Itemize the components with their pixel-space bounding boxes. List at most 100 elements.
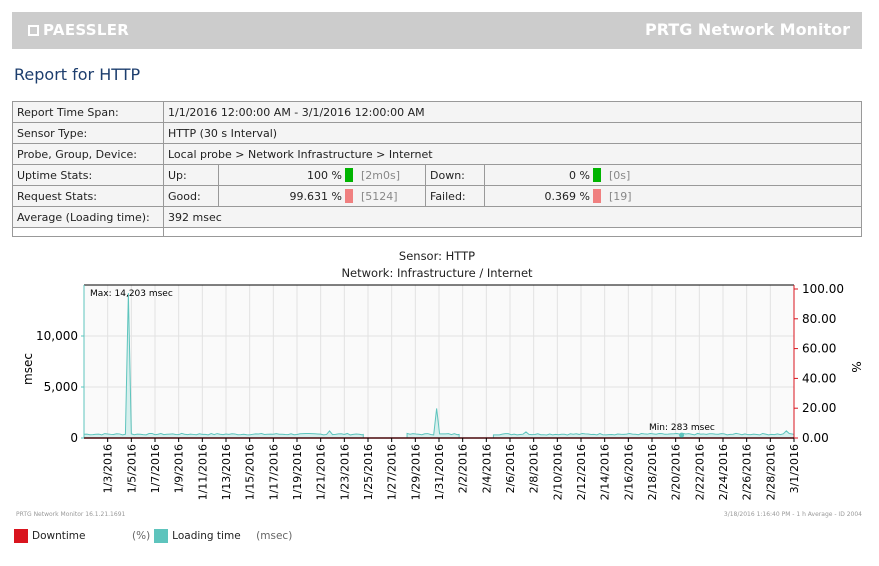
y2-axis-label: % xyxy=(849,361,863,372)
x-tick-label: 2/24/2016 xyxy=(717,444,730,500)
row-label: Uptime Stats: xyxy=(12,164,164,186)
up-value: 100 % xyxy=(218,164,357,186)
x-tick-label: 2/14/2016 xyxy=(599,444,612,500)
row-label: Report Time Span: xyxy=(12,101,164,123)
failed-count: [19] xyxy=(605,185,862,207)
x-tick-label: 1/23/2016 xyxy=(338,444,351,500)
row-label: Probe, Group, Device: xyxy=(12,143,164,165)
loading-time-area xyxy=(406,408,460,439)
failed-label: Failed: xyxy=(425,185,485,207)
empty-cell xyxy=(12,227,164,237)
x-tick-label: 2/22/2016 xyxy=(693,444,706,500)
good-label: Good: xyxy=(163,185,219,207)
table-row: Uptime Stats: Up: 100 % [2m0s] Down: 0 %… xyxy=(12,164,862,186)
loading-time-area xyxy=(492,430,795,439)
down-time: [0s] xyxy=(605,164,862,186)
legend-downtime-unit: (%) xyxy=(132,530,151,542)
row-label: Average (Loading time): xyxy=(12,206,164,228)
x-tick-label: 2/28/2016 xyxy=(764,444,777,500)
x-tick-label: 1/21/2016 xyxy=(315,444,328,500)
x-tick-label: 2/8/2016 xyxy=(528,444,541,493)
x-tick-label: 2/6/2016 xyxy=(504,444,517,493)
paessler-logo: PAESSLER xyxy=(28,21,129,39)
avg-value: 392 msec xyxy=(163,206,862,228)
loading-time-area xyxy=(83,293,364,439)
y-axis-label: msec xyxy=(21,353,35,385)
chart-subtitle: Network: Infrastructure / Internet xyxy=(341,266,533,280)
chart-title: Sensor: HTTP xyxy=(399,249,475,263)
legend-loading-unit: (msec) xyxy=(256,530,293,542)
legend-downtime: Downtime xyxy=(32,530,86,542)
up-label: Up: xyxy=(163,164,219,186)
row-label: Sensor Type: xyxy=(12,122,164,144)
loading-swatch xyxy=(154,529,169,543)
good-value: 99.631 % xyxy=(218,185,357,207)
min-annotation: Min: 283 msec xyxy=(649,423,715,433)
y2-tick-label: 100.00 xyxy=(802,282,844,296)
table-row: Probe, Group, Device: Local probe > Netwo… xyxy=(12,143,862,165)
failed-indicator xyxy=(593,189,601,203)
path-value: Local probe > Network Infrastructure > I… xyxy=(163,143,862,165)
down-value: 0 % xyxy=(484,164,605,186)
x-tick-label: 1/9/2016 xyxy=(173,444,186,493)
down-label: Down: xyxy=(425,164,485,186)
x-tick-label: 1/3/2016 xyxy=(102,444,115,493)
y-tick-label: 5,000 xyxy=(44,380,78,394)
x-tick-label: 1/31/2016 xyxy=(433,444,446,500)
good-indicator xyxy=(345,189,353,203)
y2-tick-label: 0.00 xyxy=(802,431,829,445)
time-span-value: 1/1/2016 12:00:00 AM - 3/1/2016 12:00:00… xyxy=(163,101,862,123)
x-tick-label: 1/27/2016 xyxy=(386,444,399,500)
x-tick-label: 2/16/2016 xyxy=(622,444,635,500)
up-percent: 100 % xyxy=(307,169,342,182)
x-tick-label: 2/20/2016 xyxy=(670,444,683,500)
x-tick-label: 2/18/2016 xyxy=(646,444,659,500)
y-tick-label: 0 xyxy=(70,431,78,445)
loading-time-chart: Sensor: HTTP Network: Infrastructure / I… xyxy=(21,249,863,500)
x-tick-label: 1/7/2016 xyxy=(149,444,162,493)
y2-tick-label: 80.00 xyxy=(802,312,836,326)
x-tick-label: 1/5/2016 xyxy=(125,444,138,493)
good-percent: 99.631 % xyxy=(289,190,342,203)
table-row: Report Time Span: 1/1/2016 12:00:00 AM - … xyxy=(12,101,862,123)
row-label: Request Stats: xyxy=(12,185,164,207)
x-tick-label: 1/25/2016 xyxy=(362,444,375,500)
downtime-swatch xyxy=(14,529,28,543)
x-tick-label: 2/12/2016 xyxy=(575,444,588,500)
x-tick-label: 2/2/2016 xyxy=(457,444,470,493)
table-row: Request Stats: Good: 99.631 % [5124] Fai… xyxy=(12,185,862,207)
failed-percent: 0.369 % xyxy=(544,190,590,203)
footer-version: PRTG Network Monitor 16.1.21.1691 xyxy=(16,511,126,518)
x-tick-label: 1/13/2016 xyxy=(220,444,233,500)
table-row xyxy=(12,227,862,237)
legend-loading: Loading time xyxy=(172,530,241,542)
empty-cell xyxy=(163,227,862,237)
footer-info: 3/18/2016 1:16:40 PM - 1 h Average - ID … xyxy=(723,511,862,518)
x-tick-label: 1/15/2016 xyxy=(244,444,257,500)
table-row: Sensor Type: HTTP (30 s Interval) xyxy=(12,122,862,144)
up-time: [2m0s] xyxy=(357,164,426,186)
report-info-table: Report Time Span: 1/1/2016 12:00:00 AM - … xyxy=(12,101,862,237)
failed-value: 0.369 % xyxy=(484,185,605,207)
y-tick-label: 10,000 xyxy=(36,329,78,343)
chart-legend: Downtime (%) Loading time (msec) xyxy=(14,529,292,543)
good-count: [5124] xyxy=(357,185,426,207)
x-tick-label: 1/11/2016 xyxy=(196,444,209,500)
x-tick-label: 3/1/2016 xyxy=(788,444,801,493)
sensor-type-value: HTTP (30 s Interval) xyxy=(163,122,862,144)
y2-tick-label: 40.00 xyxy=(802,371,836,385)
x-tick-label: 1/19/2016 xyxy=(291,444,304,500)
up-indicator xyxy=(345,168,353,182)
min-marker xyxy=(679,432,685,438)
y2-tick-label: 20.00 xyxy=(802,401,836,415)
x-tick-label: 2/10/2016 xyxy=(551,444,564,500)
x-tick-label: 2/26/2016 xyxy=(741,444,754,500)
down-percent: 0 % xyxy=(569,169,590,182)
header-bar: PAESSLER PRTG Network Monitor xyxy=(12,12,862,49)
x-tick-label: 1/17/2016 xyxy=(267,444,280,500)
y2-tick-label: 60.00 xyxy=(802,342,836,356)
page-title: Report for HTTP xyxy=(14,65,141,84)
brand-name: PAESSLER xyxy=(43,21,130,39)
table-row: Average (Loading time): 392 msec xyxy=(12,206,862,228)
down-indicator xyxy=(593,168,601,182)
